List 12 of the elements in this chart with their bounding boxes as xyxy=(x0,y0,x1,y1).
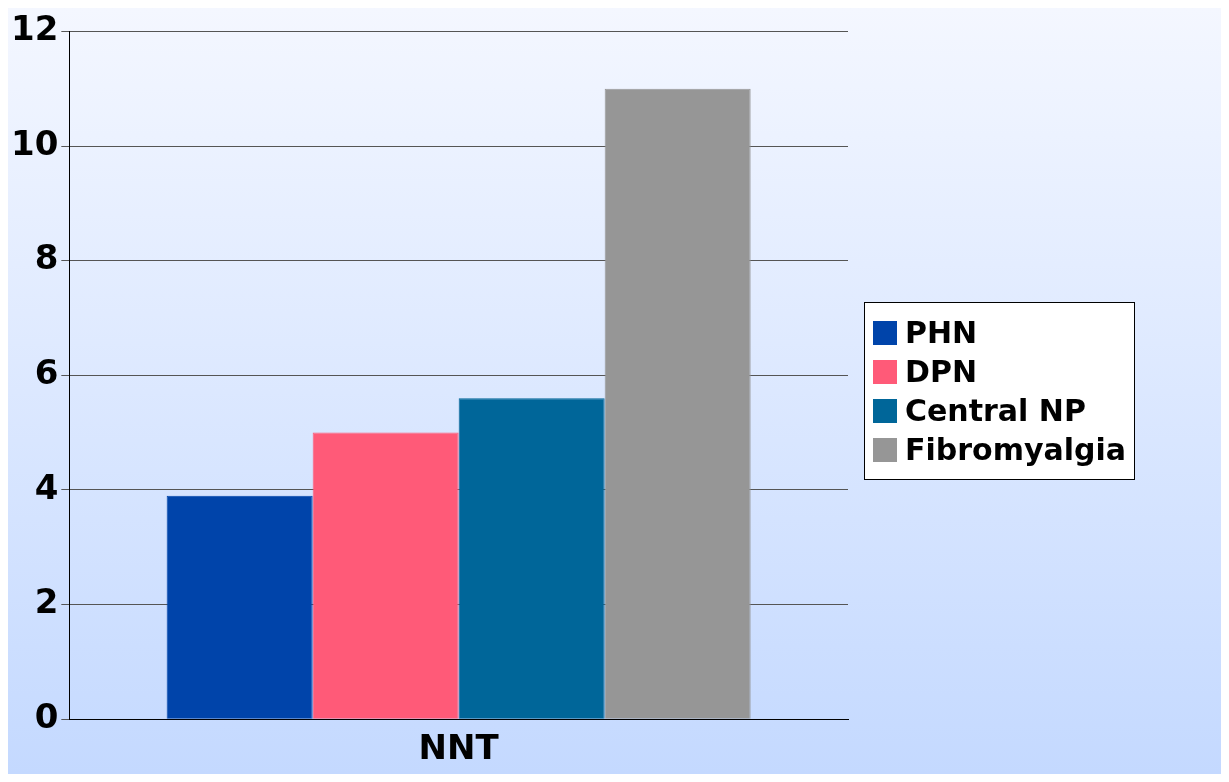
y-tick-label: 0 xyxy=(34,696,59,737)
x-tick-label: NNT xyxy=(418,727,500,768)
legend-label: Fibromyalgia xyxy=(905,432,1127,467)
y-tick-label: 12 xyxy=(10,8,59,49)
y-tick-label: 4 xyxy=(34,466,59,507)
legend-label: DPN xyxy=(905,354,977,389)
y-tick-label: 10 xyxy=(10,122,59,163)
y-tick-label: 2 xyxy=(34,581,59,622)
legend-label: PHN xyxy=(905,315,978,350)
y-tick-label: 8 xyxy=(34,237,59,278)
legend-label: Central NP xyxy=(905,393,1086,428)
y-tick-label: 6 xyxy=(34,352,59,393)
